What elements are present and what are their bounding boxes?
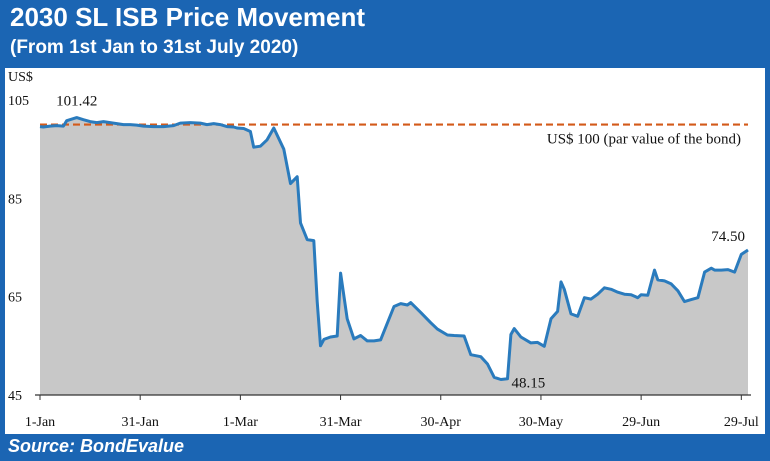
x-tick-label: 1-Mar <box>223 415 258 430</box>
price-area <box>40 117 748 395</box>
x-tick-label: 29-Jul <box>724 415 759 430</box>
x-tick-label: 1-Jan <box>25 415 55 430</box>
x-tick-label: 31-Mar <box>320 415 362 430</box>
price-line <box>39 116 749 381</box>
y-axis-label: US$ <box>8 70 33 85</box>
source-note: Source: BondEvalue <box>8 436 185 456</box>
y-tick-label: 85 <box>8 192 22 207</box>
price-chart: US$ 45 65 85 105 1-Jan 31-Jan 1-Mar 31-Mar 30-Apr… <box>8 70 759 430</box>
chart-title: 2030 SL ISB Price Movement <box>10 2 366 32</box>
plot-panel: US$ 45 65 85 105 1-Jan 31-Jan 1-Mar 31-Mar 30-Apr… <box>5 68 765 434</box>
data-label: 74.50 <box>711 229 745 245</box>
par-value-label: US$ 100 (par value of the bond) <box>547 132 741 148</box>
x-tick-label: 31-Jan <box>122 415 159 430</box>
y-tick-label: 65 <box>8 291 22 306</box>
y-tick-label: 105 <box>8 94 29 109</box>
data-label: 48.15 <box>512 376 546 392</box>
x-tick-label: 29-Jun <box>622 415 660 430</box>
x-tick-label: 30-May <box>519 415 563 430</box>
chart-subtitle: (From 1st Jan to 31st July 2020) <box>10 37 299 58</box>
y-tick-label: 45 <box>8 389 22 404</box>
data-label: 101.42 <box>56 94 97 110</box>
x-tick-label: 30-Apr <box>421 415 462 430</box>
